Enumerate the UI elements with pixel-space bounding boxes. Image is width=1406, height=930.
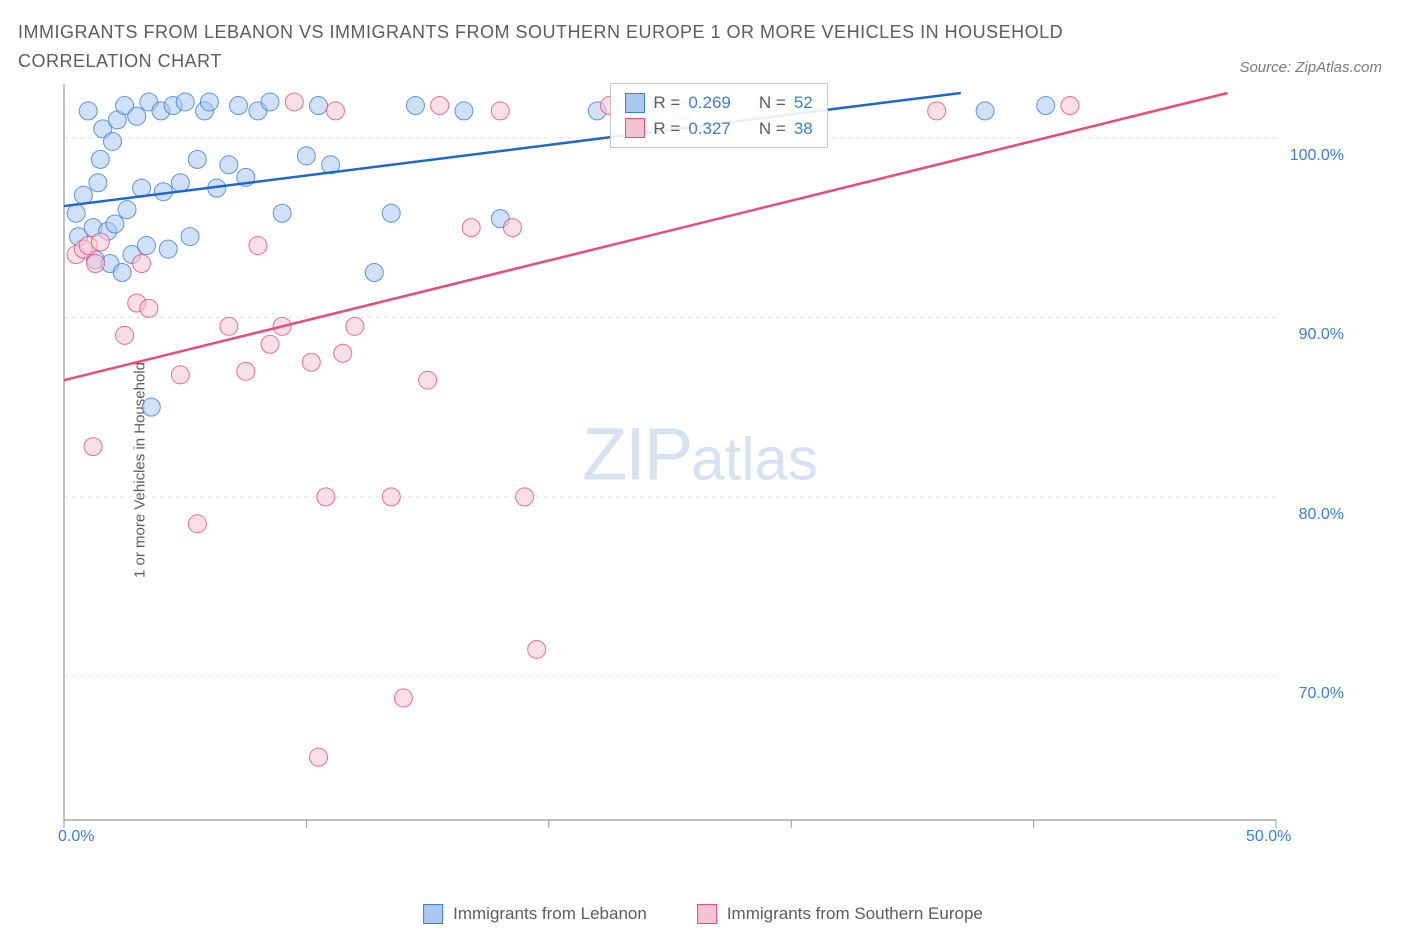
legend-swatch: [697, 904, 717, 924]
legend-label: Immigrants from Lebanon: [453, 904, 647, 924]
legend-item: Immigrants from Southern Europe: [697, 904, 983, 924]
x-tick-label: 50.0%: [1246, 828, 1291, 846]
y-tick-label: 90.0%: [1299, 326, 1344, 344]
y-tick-label: 80.0%: [1299, 506, 1344, 524]
legend-swatch: [625, 93, 645, 113]
r-value: 0.269: [688, 90, 731, 116]
legend-swatch: [625, 118, 645, 138]
legend-item: Immigrants from Lebanon: [423, 904, 647, 924]
legend-row: R = 0.269 N = 52: [625, 90, 812, 116]
r-value: 0.327: [688, 116, 731, 142]
n-label: N =: [759, 116, 786, 142]
series-legend: Immigrants from Lebanon Immigrants from S…: [423, 904, 983, 924]
legend-row: R = 0.327 N = 38: [625, 116, 812, 142]
r-label: R =: [653, 90, 680, 116]
chart-title: IMMIGRANTS FROM LEBANON VS IMMIGRANTS FR…: [18, 18, 1118, 76]
scatter-plot: [60, 80, 1340, 860]
r-label: R =: [653, 116, 680, 142]
chart-area: 1 or more Vehicles in Household ZIPatlas…: [60, 80, 1340, 860]
y-tick-label: 100.0%: [1290, 147, 1344, 165]
legend-swatch: [423, 904, 443, 924]
legend-label: Immigrants from Southern Europe: [727, 904, 983, 924]
source-label: Source: ZipAtlas.com: [1239, 59, 1382, 76]
x-tick-label: 0.0%: [58, 828, 94, 846]
n-value: 52: [794, 90, 813, 116]
n-value: 38: [794, 116, 813, 142]
y-tick-label: 70.0%: [1299, 685, 1344, 703]
n-label: N =: [759, 90, 786, 116]
correlation-legend: R = 0.269 N = 52 R = 0.327 N = 38: [610, 83, 827, 148]
